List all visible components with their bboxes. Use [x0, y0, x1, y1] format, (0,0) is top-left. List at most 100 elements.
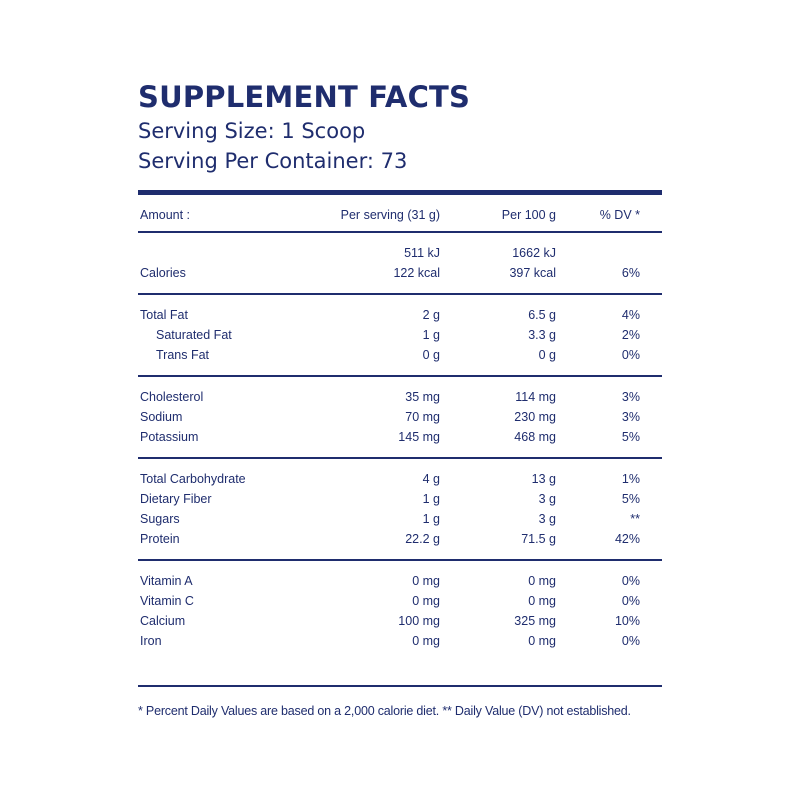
per-serving-value: 0 mg [412, 594, 440, 608]
table-row: Cholesterol 35 mg 114 mg 3% [138, 387, 662, 407]
serving-size: Serving Size: 1 Scoop [138, 119, 366, 143]
nutrient-name: Vitamin A [140, 574, 193, 588]
per-100g-value: 6.5 g [528, 308, 556, 322]
per-100g-value: 0 mg [528, 634, 556, 648]
per-100g-value: 3 g [538, 512, 556, 526]
table-row: Calcium 100 mg 325 mg 10% [138, 611, 662, 631]
table-row: Protein 22.2 g 71.5 g 42% [138, 529, 662, 549]
calories-label: Calories [140, 266, 186, 280]
dv-value: 2% [621, 328, 640, 342]
per-100g-value: 13 g [531, 472, 556, 486]
supplement-facts-panel: SUPPLEMENT FACTS Serving Size: 1 Scoop S… [138, 80, 662, 721]
per-100g-value: 325 mg [514, 614, 556, 628]
dv-value: 0% [621, 634, 640, 648]
nutrient-name: Cholesterol [140, 390, 204, 404]
nutrient-name: Sugars [140, 512, 180, 526]
per-100g-value: 71.5 g [521, 532, 556, 546]
table-row: Dietary Fiber 1 g 3 g 5% [138, 489, 662, 509]
energy-kj-serving: 511 kJ [404, 246, 440, 260]
table-row: Sugars 1 g 3 g ** [138, 509, 662, 529]
per-serving-value: 70 mg [405, 410, 440, 424]
table-row: Saturated Fat 1 g 3.3 g 2% [138, 325, 662, 345]
per-100g-value: 114 mg [515, 390, 556, 404]
dv-value: 10% [614, 614, 640, 628]
header-dv: % DV * [599, 208, 640, 222]
dv-value: 3% [621, 410, 640, 424]
table-row: 511 kJ 1662 kJ [138, 243, 662, 263]
table-row: Total Fat 2 g 6.5 g 4% [138, 305, 662, 325]
per-serving-value: 100 mg [398, 614, 440, 628]
per-serving-value: 1 g [422, 328, 440, 342]
per-serving-value: 22.2 g [405, 532, 440, 546]
dv-value: 0% [621, 594, 640, 608]
divider [138, 559, 662, 561]
fats-section: Total Fat 2 g 6.5 g 4% Saturated Fat 1 g… [138, 305, 662, 365]
divider [138, 685, 662, 687]
nutrient-name: Trans Fat [156, 348, 210, 362]
header-amount: Amount : [140, 208, 191, 222]
nutrient-name: Dietary Fiber [140, 492, 212, 506]
table-row: Total Carbohydrate 4 g 13 g 1% [138, 469, 662, 489]
nutrient-name: Potassium [140, 430, 199, 444]
energy-kj-100g: 1662 kJ [512, 246, 556, 260]
nutrient-name: Saturated Fat [156, 328, 232, 342]
divider [138, 293, 662, 295]
servings-per-container: Serving Per Container: 73 [138, 149, 408, 173]
per-100g-value: 3 g [538, 492, 556, 506]
nutrient-name: Sodium [140, 410, 183, 424]
thick-divider [138, 190, 662, 195]
table-row: Vitamin A 0 mg 0 mg 0% [138, 571, 662, 591]
divider [138, 231, 662, 233]
energy-section: 511 kJ 1662 kJ Calories 122 kcal 397 kca… [138, 243, 662, 283]
energy-dv: 6% [621, 266, 640, 280]
per-serving-value: 145 mg [398, 430, 440, 444]
table-row: Sodium 70 mg 230 mg 3% [138, 407, 662, 427]
dv-value: 5% [621, 430, 640, 444]
page-title: SUPPLEMENT FACTS [138, 80, 471, 114]
dv-value: 0% [621, 574, 640, 588]
table-row: Trans Fat 0 g 0 g 0% [138, 345, 662, 365]
nutrient-name: Total Fat [140, 308, 188, 322]
divider [138, 457, 662, 459]
per-serving-value: 1 g [422, 512, 440, 526]
energy-kcal-100g: 397 kcal [509, 266, 556, 280]
table-header: Amount : Per serving (31 g) Per 100 g % … [138, 205, 662, 225]
table-row: Potassium 145 mg 468 mg 5% [138, 427, 662, 447]
per-100g-value: 0 mg [528, 574, 556, 588]
dv-value: 4% [621, 308, 640, 322]
divider [138, 375, 662, 377]
per-serving-value: 4 g [422, 472, 440, 486]
per-serving-value: 0 mg [412, 574, 440, 588]
dv-value: 1% [621, 472, 640, 486]
per-serving-value: 35 mg [405, 390, 440, 404]
nutrient-name: Calcium [140, 614, 186, 628]
table-row: Iron 0 mg 0 mg 0% [138, 631, 662, 651]
per-100g-value: 0 mg [528, 594, 556, 608]
vitamins-section: Vitamin A 0 mg 0 mg 0% Vitamin C 0 mg 0 … [138, 571, 662, 651]
per-serving-value: 1 g [422, 492, 440, 506]
per-100g-value: 3.3 g [528, 328, 556, 342]
carbs-section: Total Carbohydrate 4 g 13 g 1% Dietary F… [138, 469, 662, 549]
minerals-section: Cholesterol 35 mg 114 mg 3% Sodium 70 mg… [138, 387, 662, 447]
per-100g-value: 468 mg [514, 430, 556, 444]
per-serving-value: 2 g [422, 308, 440, 322]
footnote: * Percent Daily Values are based on a 2,… [138, 704, 631, 718]
dv-value: 3% [621, 390, 640, 404]
nutrient-name: Iron [140, 634, 162, 648]
dv-value: ** [630, 512, 640, 526]
dv-value: 5% [621, 492, 640, 506]
nutrient-name: Protein [140, 532, 180, 546]
per-100g-value: 230 mg [514, 410, 556, 424]
header-per-serving: Per serving (31 g) [340, 208, 440, 222]
table-row: Calories 122 kcal 397 kcal 6% [138, 263, 662, 283]
nutrient-name: Vitamin C [140, 594, 194, 608]
table-row: Vitamin C 0 mg 0 mg 0% [138, 591, 662, 611]
nutrient-name: Total Carbohydrate [140, 472, 246, 486]
per-serving-value: 0 g [422, 348, 440, 362]
dv-value: 0% [621, 348, 640, 362]
per-100g-value: 0 g [538, 348, 556, 362]
per-serving-value: 0 mg [412, 634, 440, 648]
energy-kcal-serving: 122 kcal [393, 266, 440, 280]
dv-value: 42% [614, 532, 640, 546]
header-per-100g: Per 100 g [501, 208, 556, 222]
